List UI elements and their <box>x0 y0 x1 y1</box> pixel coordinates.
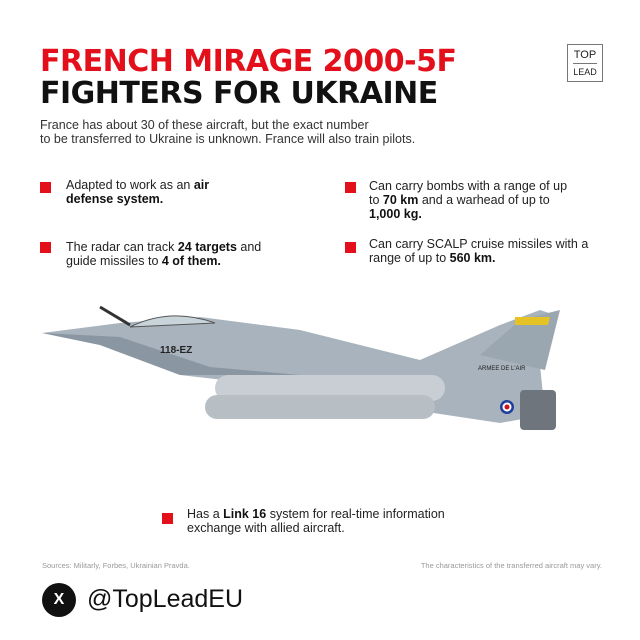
bullet-marker <box>40 182 51 193</box>
bullet-marker <box>345 242 356 253</box>
aircraft-tail-text: ARMEE DE L'AIR <box>478 366 526 372</box>
aircraft-code: 118-EZ <box>160 345 192 356</box>
social-handle[interactable]: @TopLeadEU <box>87 585 244 613</box>
subtitle-line-2: to be transferred to Ukraine is unknown.… <box>40 132 416 146</box>
logo-top: TOP <box>573 49 597 61</box>
disclaimer-note: The characteristics of the transferred a… <box>420 561 602 570</box>
subtitle-line-1: France has about 30 of these aircraft, b… <box>40 118 369 132</box>
logo-bottom: LEAD <box>573 67 597 77</box>
bullet-1: Adapted to work as an air defense system… <box>66 178 210 206</box>
bullet-marker <box>40 242 51 253</box>
bullet-marker <box>345 182 356 193</box>
title-line-1: FRENCH MIRAGE 2000-5F <box>40 44 457 79</box>
x-logo-icon[interactable]: X <box>42 583 76 617</box>
bullet-2: Can carry bombs with a range of up to 70… <box>369 179 568 221</box>
bullet-marker <box>162 513 173 524</box>
bullet-3: The radar can track 24 targets and guide… <box>66 240 262 268</box>
bullet-4: Can carry SCALP cruise missiles with a r… <box>369 237 589 265</box>
bullet-5: Has a Link 16 system for real-time infor… <box>187 507 445 535</box>
top-lead-logo: TOP LEAD <box>567 44 603 82</box>
mirage-jet-image: 118-EZ ARMEE DE L'AIR <box>42 305 560 430</box>
sources-note: Sources: Militarly, Forbes, Ukrainian Pr… <box>42 561 190 570</box>
subtitle: France has about 30 of these aircraft, b… <box>40 118 460 146</box>
title-line-2: FIGHTERS FOR UKRAINE <box>40 76 438 111</box>
